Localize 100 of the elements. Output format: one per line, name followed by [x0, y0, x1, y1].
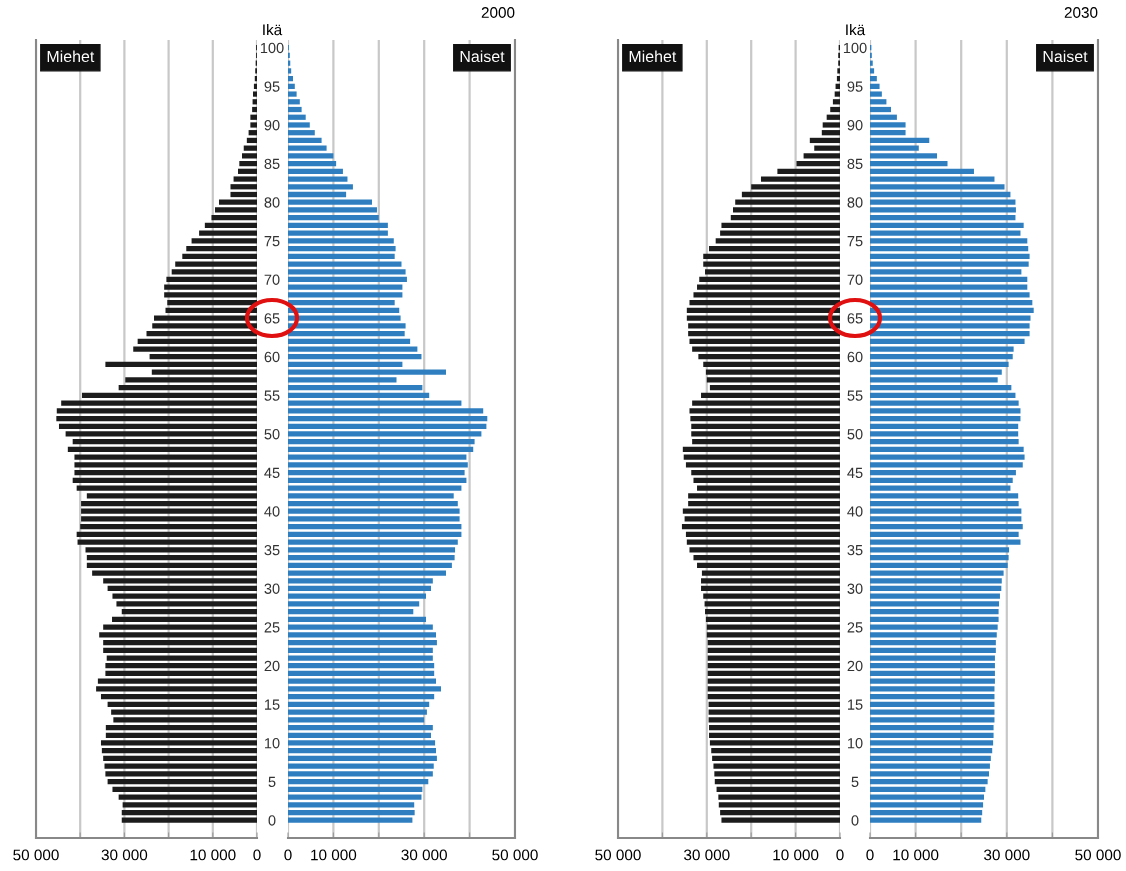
y-tick-label: 35 [847, 544, 863, 556]
bar [720, 230, 840, 236]
bar [112, 593, 257, 599]
bar [870, 570, 1004, 576]
bar [708, 709, 840, 715]
bar [103, 624, 257, 630]
bar [683, 454, 840, 460]
bar [870, 315, 1031, 321]
y-tick-label: 50 [264, 429, 280, 440]
bar [81, 508, 257, 514]
bar [693, 477, 840, 483]
y-axis-title: Ikä [263, 24, 283, 36]
y-tick-label: 70 [264, 274, 280, 285]
bar [288, 578, 433, 584]
bar [72, 477, 257, 483]
y-tick-label: 80 [847, 197, 863, 208]
bar [230, 184, 257, 190]
y-tick-label: 15 [848, 699, 863, 710]
bar [252, 106, 257, 113]
bar [870, 778, 988, 785]
x-tick-label: 30 000 [401, 849, 447, 861]
bar [870, 168, 974, 174]
bar [164, 284, 257, 290]
bar [870, 369, 1002, 375]
bar [288, 663, 435, 669]
bar [65, 431, 257, 437]
bar [211, 215, 257, 221]
bar [288, 292, 403, 298]
bar [777, 168, 840, 174]
bar [288, 83, 295, 89]
bar [253, 91, 257, 97]
bar [707, 647, 840, 653]
bar [113, 717, 257, 723]
bar [67, 446, 257, 453]
bar [253, 83, 257, 89]
y-tick-label: 15 [265, 699, 280, 710]
bar [870, 230, 1021, 236]
bar [86, 554, 257, 561]
bar [870, 346, 1014, 352]
bar [822, 122, 840, 128]
bar [705, 609, 840, 615]
bar [241, 153, 257, 159]
bar [288, 276, 407, 283]
bar [80, 524, 257, 530]
bar [760, 176, 840, 182]
y-tick-label: 65 [264, 313, 280, 324]
bar [288, 338, 411, 344]
bar [870, 431, 1019, 437]
bar [104, 763, 257, 769]
bar [870, 609, 999, 615]
bar [72, 439, 257, 445]
bar [288, 771, 433, 777]
bar [682, 508, 840, 514]
bar [682, 446, 840, 453]
bar [288, 686, 441, 692]
bar [166, 276, 257, 283]
bar [288, 377, 397, 383]
bar [705, 369, 840, 375]
bar [288, 647, 433, 653]
y-tick-label: 100 [260, 42, 284, 54]
bar [870, 122, 906, 128]
bar [870, 817, 982, 823]
bar [288, 446, 474, 453]
bar [721, 817, 840, 823]
bar [836, 76, 840, 82]
bar [199, 230, 257, 236]
bar [288, 516, 460, 522]
bar [692, 439, 840, 445]
y-tick-label: 75 [264, 236, 280, 247]
bar [61, 400, 257, 406]
bar [870, 245, 1029, 252]
bar [288, 137, 322, 144]
bar [101, 748, 257, 754]
y-tick-label: 30 [847, 583, 863, 594]
bar [288, 601, 420, 607]
bar [288, 493, 454, 499]
bar [870, 508, 1022, 514]
bar [870, 423, 1019, 429]
bar [870, 392, 1016, 398]
bar [111, 709, 257, 715]
bar [288, 392, 430, 398]
bar [288, 748, 436, 754]
bar [870, 539, 1021, 545]
bar [870, 531, 1019, 538]
bar [870, 284, 1028, 290]
bar [870, 215, 1016, 221]
bar [288, 609, 414, 615]
bar [693, 554, 840, 561]
y-tick-label: 40 [264, 506, 280, 517]
bar [703, 253, 840, 259]
bar [870, 137, 930, 144]
bar [870, 99, 887, 105]
bar [870, 261, 1029, 267]
bar [100, 740, 257, 746]
y-tick-label: 20 [847, 660, 863, 672]
bar [74, 462, 257, 468]
bar [105, 732, 257, 738]
x-tick-label: 50 000 [13, 849, 59, 861]
bar [715, 238, 840, 244]
bar [870, 601, 1000, 607]
